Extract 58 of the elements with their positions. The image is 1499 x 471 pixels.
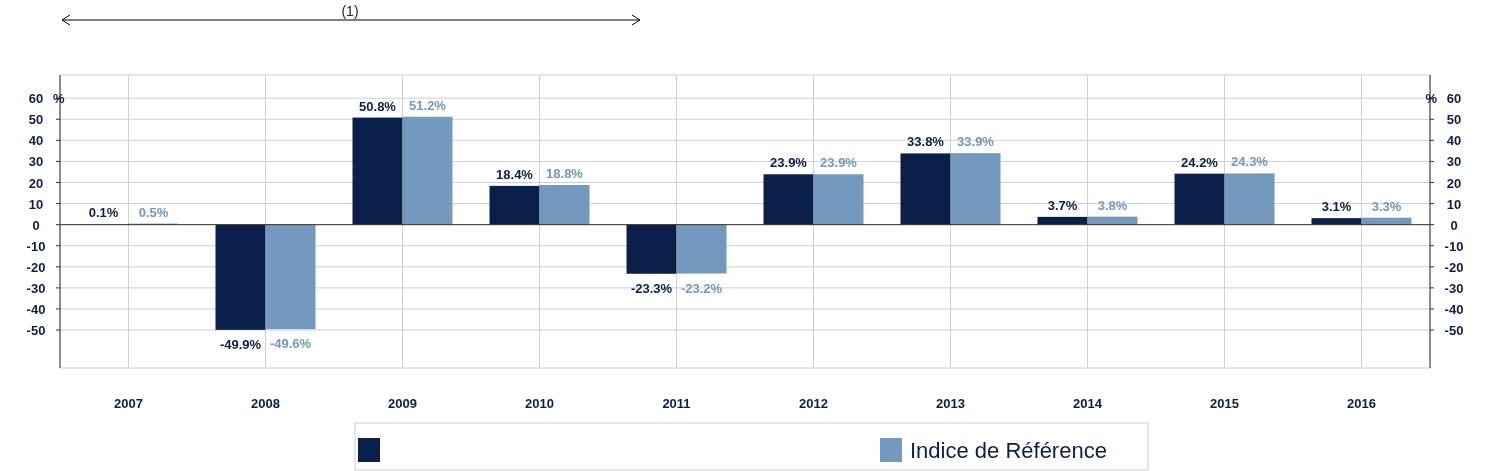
y-tick-label: -30 [26, 280, 46, 296]
y-tick-label: -40 [26, 301, 46, 317]
y-tick-label: -10 [26, 238, 46, 254]
x-tick-label: 2016 [1347, 396, 1376, 411]
y-tick-label: 60 [28, 91, 44, 107]
y2-tick-label: 20 [1446, 175, 1462, 191]
x-tick-label: 2013 [936, 396, 965, 411]
data-label: 50.8% [359, 98, 397, 114]
data-label: 3.1% [1321, 199, 1352, 215]
y2-axis-title: % [1425, 91, 1438, 107]
data-label: 33.8% [907, 134, 945, 150]
legend-label: Indice de Référence [910, 438, 1107, 463]
data-label: -23.3% [630, 280, 673, 296]
data-label: 24.3% [1231, 154, 1269, 170]
data-label: 0.5% [138, 204, 169, 220]
y2-tick-label: -20 [1444, 259, 1464, 275]
y2-tick-label: -40 [1444, 301, 1464, 317]
data-label: 51.2% [409, 97, 447, 113]
data-label: 3.7% [1047, 197, 1078, 213]
y-tick-label: 40 [28, 133, 44, 149]
y2-tick-label: 40 [1446, 133, 1462, 149]
y2-tick-label: 0 [1450, 217, 1458, 233]
data-label: -23.2% [680, 280, 723, 296]
x-tick-label: 2012 [799, 396, 828, 411]
data-label: 23.9% [770, 155, 808, 171]
y2-tick-label: -30 [1444, 280, 1464, 296]
x-tick-label: 2008 [251, 396, 280, 411]
x-tick-label: 2014 [1073, 396, 1103, 411]
y-tick-label: -50 [26, 323, 46, 339]
x-tick-label: 2010 [525, 396, 554, 411]
y-tick-label: 0 [32, 217, 40, 233]
y-tick-label: -20 [26, 259, 46, 275]
data-label: 24.2% [1181, 154, 1219, 170]
data-label: -49.9% [219, 336, 262, 352]
y2-tick-label: 30 [1446, 154, 1462, 170]
data-label: -49.6% [269, 336, 312, 352]
data-label: 18.4% [496, 166, 534, 182]
x-tick-label: 2011 [662, 396, 691, 411]
x-tick-label: 2009 [388, 396, 417, 411]
y-tick-label: 30 [28, 154, 44, 170]
data-label: 0.1% [88, 205, 119, 221]
data-label: 33.9% [957, 134, 995, 150]
data-label: 18.8% [546, 166, 584, 182]
y-tick-label: 10 [28, 196, 44, 212]
y2-tick-label: -10 [1444, 238, 1464, 254]
y2-tick-label: -50 [1444, 323, 1464, 339]
text: (1) [341, 3, 359, 19]
y-axis-title: % [53, 91, 65, 107]
y-tick-label: 20 [28, 175, 44, 191]
data-label: 3.3% [1371, 198, 1402, 214]
y2-tick-label: 50 [1446, 112, 1462, 128]
x-tick-label: 2007 [114, 396, 143, 411]
y-tick-label: 50 [28, 112, 44, 128]
data-label: 23.9% [820, 155, 858, 171]
data-label: 3.8% [1097, 197, 1128, 213]
x-tick-label: 2015 [1210, 396, 1239, 411]
y2-tick-label: 10 [1446, 196, 1462, 212]
y2-tick-label: 60 [1446, 91, 1462, 107]
